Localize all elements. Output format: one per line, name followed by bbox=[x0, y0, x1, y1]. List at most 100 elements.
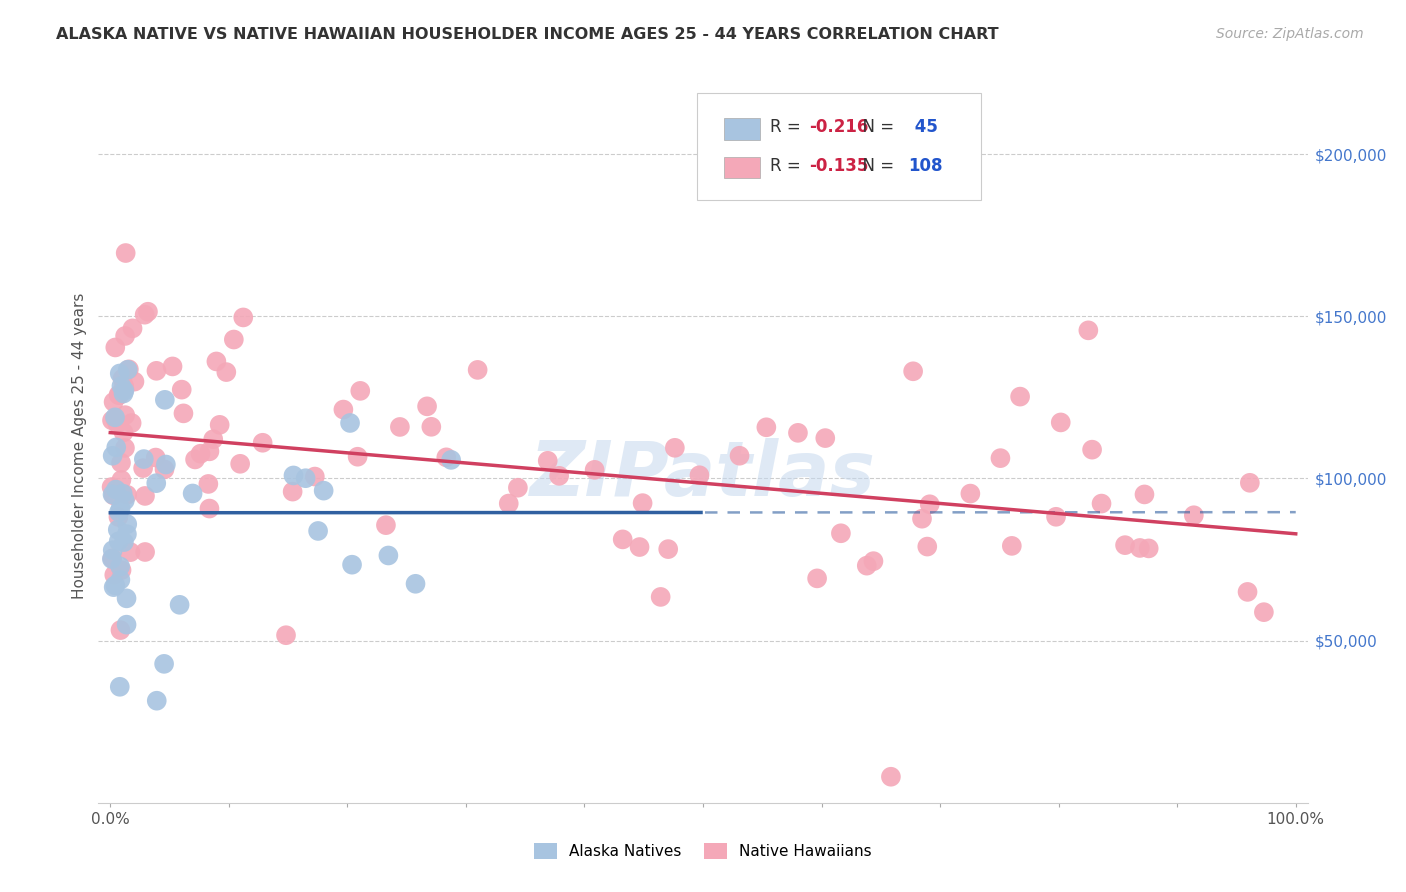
Point bbox=[377, 549, 399, 563]
Point bbox=[631, 496, 654, 510]
Point bbox=[110, 573, 132, 587]
Point bbox=[132, 452, 155, 467]
Point bbox=[917, 540, 939, 554]
Text: R =: R = bbox=[769, 157, 806, 175]
Point bbox=[612, 533, 634, 547]
Point bbox=[115, 488, 138, 502]
FancyBboxPatch shape bbox=[697, 93, 981, 200]
Point bbox=[110, 563, 132, 577]
Point bbox=[1114, 538, 1136, 552]
Point bbox=[110, 456, 132, 470]
Point bbox=[339, 416, 361, 430]
Point bbox=[814, 431, 837, 445]
Point bbox=[112, 425, 135, 440]
Point bbox=[108, 559, 131, 574]
Point bbox=[728, 449, 751, 463]
Point bbox=[108, 680, 131, 694]
Point bbox=[111, 486, 134, 500]
Point bbox=[112, 535, 135, 549]
Point bbox=[232, 310, 254, 325]
Point bbox=[101, 552, 124, 566]
Point bbox=[374, 518, 396, 533]
Point bbox=[172, 406, 194, 420]
Point bbox=[105, 417, 128, 431]
Point bbox=[104, 412, 127, 426]
Point bbox=[274, 628, 297, 642]
Legend: Alaska Natives, Native Hawaiians: Alaska Natives, Native Hawaiians bbox=[526, 835, 880, 866]
Point bbox=[222, 333, 245, 347]
Point bbox=[205, 354, 228, 368]
Point bbox=[108, 505, 131, 519]
Point bbox=[110, 501, 132, 516]
Point bbox=[101, 551, 124, 566]
Point bbox=[583, 463, 606, 477]
Point bbox=[440, 453, 463, 467]
Point bbox=[1049, 416, 1071, 430]
Point bbox=[1010, 390, 1032, 404]
Point bbox=[537, 454, 560, 468]
Point bbox=[787, 425, 810, 440]
Point bbox=[184, 452, 207, 467]
Point bbox=[162, 359, 184, 374]
Point bbox=[117, 363, 139, 377]
Point bbox=[830, 526, 852, 541]
Point bbox=[120, 545, 142, 559]
Point bbox=[115, 517, 138, 532]
Point bbox=[755, 420, 778, 434]
Text: -0.216: -0.216 bbox=[810, 118, 869, 136]
Point bbox=[103, 488, 125, 502]
Point bbox=[181, 486, 204, 500]
Point bbox=[115, 617, 138, 632]
Text: 45: 45 bbox=[908, 118, 938, 136]
Point bbox=[170, 383, 193, 397]
Point bbox=[110, 473, 132, 487]
Point bbox=[918, 497, 941, 511]
Point bbox=[112, 384, 135, 398]
Point bbox=[169, 598, 191, 612]
Point bbox=[1081, 442, 1104, 457]
Point bbox=[548, 468, 571, 483]
Point bbox=[108, 388, 131, 402]
Point bbox=[208, 417, 231, 432]
Point bbox=[1253, 605, 1275, 619]
Point bbox=[104, 483, 127, 497]
Point bbox=[107, 388, 129, 402]
Point bbox=[115, 591, 138, 606]
Text: R =: R = bbox=[769, 118, 806, 136]
Point bbox=[114, 441, 136, 455]
Point bbox=[304, 469, 326, 483]
Text: ALASKA NATIVE VS NATIVE HAWAIIAN HOUSEHOLDER INCOME AGES 25 - 44 YEARS CORRELATI: ALASKA NATIVE VS NATIVE HAWAIIAN HOUSEHO… bbox=[56, 27, 998, 42]
Point bbox=[101, 449, 124, 463]
Point bbox=[1129, 541, 1152, 555]
Point bbox=[664, 441, 686, 455]
Point bbox=[959, 486, 981, 500]
Text: N =: N = bbox=[852, 118, 898, 136]
Point bbox=[104, 578, 127, 592]
Point bbox=[467, 363, 489, 377]
Point bbox=[145, 364, 167, 378]
Point bbox=[111, 372, 134, 386]
Point bbox=[101, 543, 124, 558]
Point bbox=[153, 392, 176, 407]
Point bbox=[880, 770, 903, 784]
Point bbox=[112, 386, 135, 401]
Point bbox=[862, 554, 884, 568]
Point bbox=[114, 329, 136, 343]
Point bbox=[1239, 475, 1261, 490]
Point bbox=[110, 379, 132, 393]
Text: Source: ZipAtlas.com: Source: ZipAtlas.com bbox=[1216, 27, 1364, 41]
Point bbox=[1045, 509, 1067, 524]
Point bbox=[1236, 585, 1258, 599]
Point bbox=[112, 378, 135, 392]
Point bbox=[252, 435, 274, 450]
Point bbox=[100, 480, 122, 494]
Point bbox=[108, 367, 131, 381]
Point bbox=[103, 395, 125, 409]
Point bbox=[110, 623, 132, 637]
Text: -0.135: -0.135 bbox=[810, 157, 869, 175]
Point bbox=[153, 462, 176, 476]
Point bbox=[145, 476, 167, 491]
Point bbox=[901, 364, 924, 378]
FancyBboxPatch shape bbox=[724, 119, 759, 140]
Point bbox=[657, 542, 679, 557]
